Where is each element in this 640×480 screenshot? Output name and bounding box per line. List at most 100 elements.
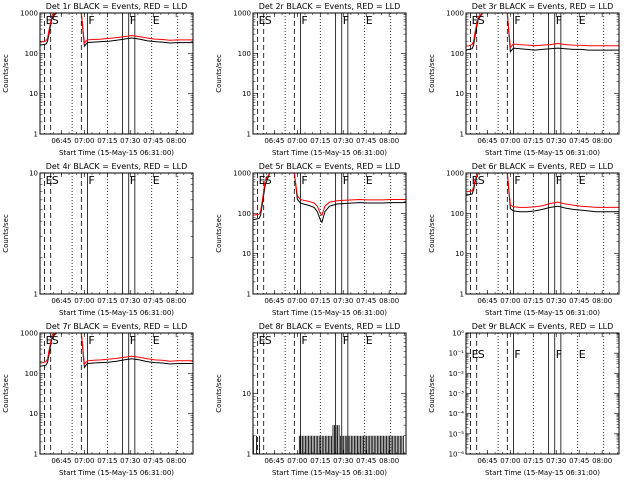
histogram-bar — [321, 435, 323, 454]
x-tick-label: 07:45 — [143, 457, 163, 465]
event-marker-label: E — [366, 334, 373, 347]
y-tick-label: 1 — [460, 291, 464, 299]
y-axis-label: Counts/sec — [2, 374, 10, 413]
x-tick-label: 07:45 — [356, 297, 376, 305]
x-axis-label: Start Time (15-May-15 06:31:00) — [485, 149, 600, 157]
panel-det-9r: Det 9r BLACK = Events, RED = LLD Counts/s… — [428, 322, 620, 477]
panel-title: Det 3r BLACK = Events, RED = LLD — [472, 2, 614, 11]
y-axis-label: Counts/sec — [428, 54, 436, 93]
histogram-bar — [363, 435, 365, 454]
panel-title: Det 7r BLACK = Events, RED = LLD — [46, 322, 188, 331]
histogram-bar — [320, 435, 322, 454]
event-marker-label: F — [301, 174, 307, 187]
event-marker-label: F — [556, 174, 562, 187]
x-axis-label: Start Time (15-May-15 06:31:00) — [59, 149, 174, 157]
plot-frame — [39, 12, 194, 135]
panel-title: Det 5r BLACK = Events, RED = LLD — [259, 162, 401, 171]
event-marker-label: F — [88, 14, 94, 27]
histogram-bar — [326, 435, 328, 454]
y-tick-label: 10 — [242, 90, 251, 98]
panel-title: Det 4r BLACK = Events, RED = LLD — [46, 162, 188, 171]
x-tick-label: 08:00 — [379, 137, 399, 145]
event-marker-label: E — [366, 174, 373, 187]
histogram-bar — [370, 435, 372, 454]
histogram-bar — [349, 435, 351, 454]
event-marker-label: F — [301, 334, 307, 347]
y-tick-label: 1000 — [233, 170, 251, 178]
y-tick-label: 10 — [29, 90, 38, 98]
y-tick-label: 10 — [29, 410, 38, 418]
histogram-bar — [298, 435, 300, 454]
histogram-bar — [317, 435, 319, 454]
histogram-bar — [389, 435, 391, 454]
x-tick-label: 06:45 — [51, 297, 71, 305]
x-tick-label: 07:30 — [333, 297, 353, 305]
histogram-bar — [379, 435, 381, 454]
x-tick-label: 07:00 — [287, 137, 307, 145]
y-tick-label: 1000 — [20, 10, 38, 18]
event-marker-label: F — [88, 174, 94, 187]
y-tick-label: 1 — [34, 451, 38, 459]
y-tick-label: 100 — [238, 50, 251, 58]
x-tick-label: 07:30 — [546, 297, 566, 305]
histogram-bar — [340, 435, 342, 454]
x-axis-label: Start Time (15-May-15 06:31:00) — [59, 469, 174, 477]
series-line-lld — [40, 13, 193, 45]
series-line-events — [40, 333, 193, 369]
x-tick-label: 07:30 — [546, 137, 566, 145]
x-tick-label: 07:00 — [74, 457, 94, 465]
histogram-bar — [308, 435, 309, 454]
histogram-bar — [312, 435, 314, 454]
x-tick-label: 07:30 — [120, 137, 140, 145]
histogram-bar — [329, 435, 331, 454]
x-tick-label: 08:00 — [379, 297, 399, 305]
event-marker-label: F — [88, 334, 94, 347]
y-axis-label: Counts/sec — [2, 214, 10, 253]
histogram-bar — [346, 435, 348, 454]
event-marker-label: E — [259, 334, 266, 347]
histogram-bar — [398, 435, 400, 454]
event-marker-label: S — [265, 334, 272, 347]
event-marker-label: S — [478, 348, 485, 361]
histogram-bar — [338, 425, 340, 454]
histogram-bar — [301, 435, 303, 454]
x-tick-label: 07:00 — [500, 137, 520, 145]
panel-det-1r: Det 1r BLACK = Events, RED = LLD Counts/s… — [2, 2, 194, 157]
panel-det-2r: Det 2r BLACK = Events, RED = LLD Counts/s… — [215, 2, 407, 157]
y-tick-label: 100 — [451, 50, 464, 58]
y-tick-label: 1 — [247, 131, 251, 139]
x-tick-label: 07:45 — [143, 297, 163, 305]
event-marker-label: F — [556, 348, 562, 361]
histogram-bar — [327, 435, 329, 454]
y-tick-label: 10 — [455, 90, 464, 98]
x-tick-label: 06:45 — [477, 137, 497, 145]
histogram-bar — [300, 435, 302, 454]
y-axis-label: Counts/sec — [428, 214, 436, 253]
histogram-bar — [381, 435, 383, 454]
x-axis-label: Start Time (15-May-15 06:31:00) — [485, 469, 600, 477]
y-tick-label: 1000 — [20, 330, 38, 338]
panel-det-3r: Det 3r BLACK = Events, RED = LLD Counts/s… — [428, 2, 620, 157]
y-axis-label: Counts/sec — [215, 214, 223, 253]
histogram-bar — [334, 425, 335, 454]
x-tick-label: 07:15 — [310, 457, 330, 465]
event-marker-label: S — [478, 14, 485, 27]
x-axis-label: Start Time (15-May-15 06:31:00) — [485, 309, 600, 317]
plot-data — [253, 173, 406, 224]
y-tick-label: 100 — [451, 210, 464, 218]
panel-title: Det 9r BLACK = Events, RED = LLD — [472, 322, 614, 331]
x-axis-label: Start Time (15-May-15 06:31:00) — [272, 309, 387, 317]
series-line-events — [40, 13, 193, 48]
x-tick-label: 07:15 — [310, 137, 330, 145]
histogram-bar — [383, 435, 384, 454]
x-tick-label: 08:00 — [166, 297, 186, 305]
x-tick-label: 07:45 — [143, 137, 163, 145]
event-marker-label: S — [478, 174, 485, 187]
y-axis-label: Counts/sec — [215, 374, 223, 413]
histogram-bar — [305, 435, 306, 454]
x-tick-label: 07:45 — [569, 137, 589, 145]
histogram-bar — [335, 425, 337, 454]
series-line-lld — [466, 13, 619, 49]
histogram-bar — [393, 435, 395, 454]
